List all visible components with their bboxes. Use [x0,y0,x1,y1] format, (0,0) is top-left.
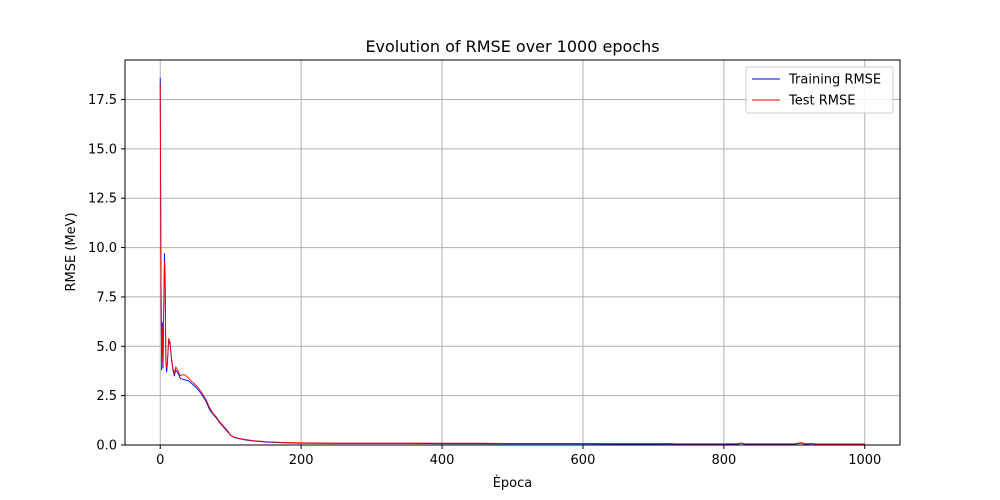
y-tick-label: 10.0 [88,241,117,256]
x-axis-label: Època [493,475,533,491]
plot-frame [124,59,901,446]
x-axis-ticks: 0 200 400 600 800 1000 [156,445,881,468]
legend-label: Training RMSE [788,73,881,88]
legend-label: Test RMSE [788,94,855,109]
x-tick-label: 200 [289,453,314,468]
grid [125,60,900,446]
y-tick-label: 0.0 [96,439,117,454]
x-tick-label: 600 [571,453,596,468]
y-tick-label: 7.5 [96,290,117,305]
legend: Training RMSE Test RMSE [745,66,894,114]
y-axis-label: RMSE (MeV) [64,212,79,291]
y-axis-ticks: 0.0 2.5 5.0 7.5 10.0 12.5 15.0 17.5 [88,93,125,454]
y-tick-label: 5.0 [96,340,117,355]
y-tick-label: 2.5 [96,389,117,404]
y-tick-label: 12.5 [88,192,117,207]
legend-box [745,66,894,114]
chart-title: Evolution of RMSE over 1000 epochs [365,37,659,56]
x-tick-label: 400 [430,453,455,468]
x-tick-label: 800 [711,453,736,468]
y-tick-label: 15.0 [88,142,117,157]
series-lines [159,77,865,445]
x-tick-label: 1000 [848,453,881,468]
x-tick-label: 0 [156,453,164,468]
series-line-1 [159,83,865,445]
y-tick-label: 17.5 [88,93,117,108]
series-line-0 [159,77,865,445]
